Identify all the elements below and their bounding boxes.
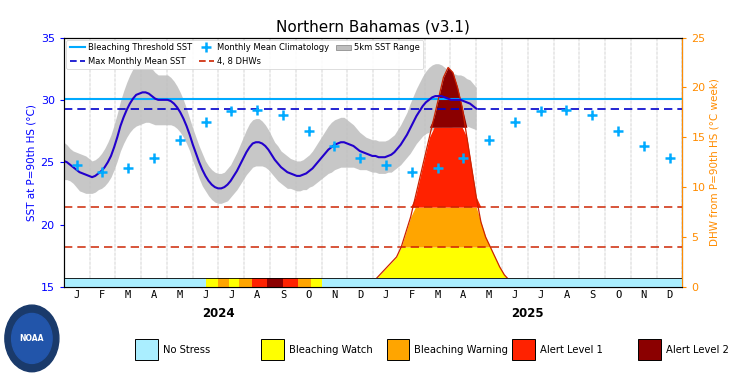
Text: No Stress: No Stress — [163, 345, 210, 355]
Text: Alert Level 2: Alert Level 2 — [666, 345, 729, 355]
Text: 2024: 2024 — [202, 308, 235, 320]
Bar — [135, 339, 158, 360]
Bar — [638, 339, 661, 360]
Legend: Bleaching Threshold SST, Max Monthly Mean SST, Monthly Mean Climatology, 4, 8 DH: Bleaching Threshold SST, Max Monthly Mea… — [66, 40, 423, 69]
Bar — [387, 339, 410, 360]
Text: NOAA: NOAA — [20, 334, 44, 343]
Y-axis label: DHW from P=90th HS (°C week): DHW from P=90th HS (°C week) — [710, 78, 720, 246]
Title: Northern Bahamas (v3.1): Northern Bahamas (v3.1) — [276, 20, 470, 35]
Text: 2025: 2025 — [512, 308, 544, 320]
Circle shape — [4, 305, 58, 372]
Text: Bleaching Watch: Bleaching Watch — [289, 345, 373, 355]
Text: Bleaching Warning: Bleaching Warning — [415, 345, 509, 355]
Bar — [261, 339, 284, 360]
Y-axis label: SST at P=90th HS (°C): SST at P=90th HS (°C) — [26, 104, 37, 220]
Circle shape — [12, 314, 52, 363]
Bar — [512, 339, 535, 360]
Text: Alert Level 1: Alert Level 1 — [540, 345, 603, 355]
